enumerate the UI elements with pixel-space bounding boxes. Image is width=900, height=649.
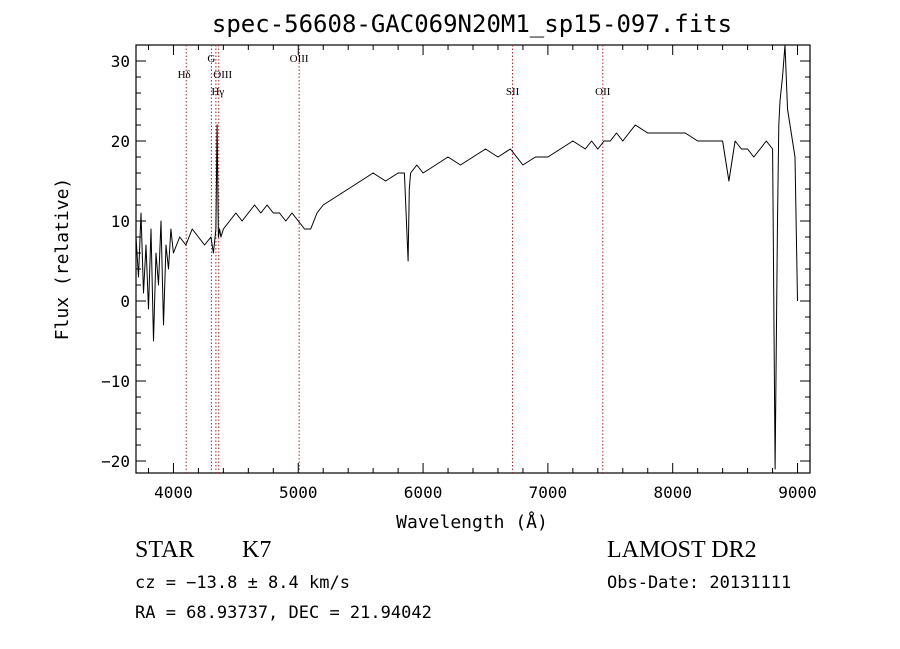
line-marker-label: SII (506, 86, 520, 98)
y-tick-label: −20 (101, 452, 130, 471)
axis-ticks: 4000 5000 6000 7000 8000 9000 −20 −10 0 10 20 30 (101, 45, 817, 502)
y-tick-label: 0 (120, 292, 130, 311)
x-tick-label: 9000 (778, 483, 817, 502)
x-tick-label: 8000 (653, 483, 692, 502)
spectrum-series (135, 44, 798, 470)
line-marker-label: G (207, 53, 215, 65)
line-marker-label: Hγ (211, 86, 224, 98)
coordinates: RA = 68.93737, DEC = 21.94042 (135, 603, 432, 623)
chart-title: spec-56608-GAC069N20M1_sp15-097.fits (212, 10, 732, 38)
y-tick-label: 10 (111, 212, 130, 231)
spectrum-line (135, 44, 798, 470)
x-tick-label: 7000 (529, 483, 568, 502)
y-tick-label: 20 (111, 132, 130, 151)
x-tick-label: 5000 (279, 483, 318, 502)
line-marker-label: OIII (290, 53, 309, 65)
y-tick-label: −10 (101, 372, 130, 391)
y-tick-label: 30 (111, 52, 130, 71)
y-axis-label: Flux (relative) (52, 178, 73, 341)
line-marker-label: Hδ (178, 69, 191, 81)
obs-date: Obs-Date: 20131111 (607, 573, 792, 593)
emission-line-markers: Hδ G Hγ OIII OIII SII OII (178, 45, 611, 473)
redshift-text: cz = −13.8 ± 8.4 km/s (135, 573, 350, 593)
x-tick-label: 4000 (154, 483, 193, 502)
x-tick-label: 6000 (404, 483, 443, 502)
line-marker-label: OIII (213, 69, 232, 81)
plot-frame (135, 44, 811, 474)
line-marker-label: OII (595, 86, 611, 98)
object-class: STAR (135, 537, 195, 563)
x-axis-label: Wavelength (Å) (396, 511, 548, 533)
survey-name: LAMOST DR2 (607, 537, 757, 563)
object-subclass: K7 (242, 537, 272, 563)
